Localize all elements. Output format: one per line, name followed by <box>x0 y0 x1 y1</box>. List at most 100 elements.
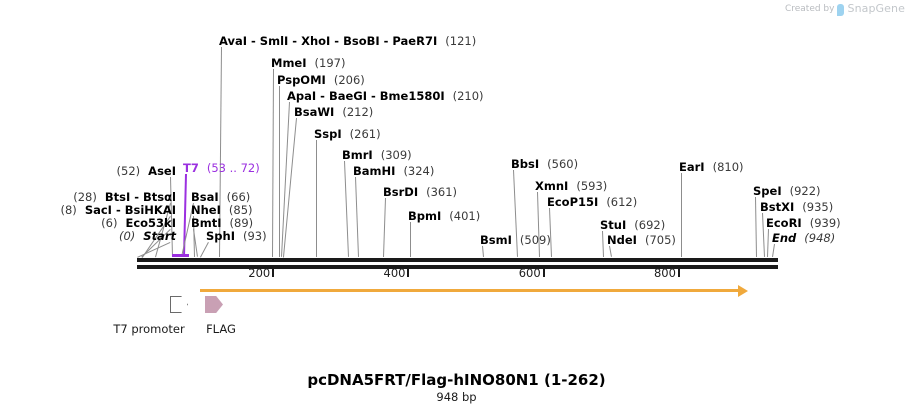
leader-line <box>537 191 540 257</box>
enzyme-name: BstXI <box>760 200 795 214</box>
enzyme-position: (85) <box>228 203 253 217</box>
enzyme-position: (0) <box>118 229 136 243</box>
enzyme-label-apai[interactable]: ApaI - BaeGI - Bme1580I (210) <box>287 90 484 103</box>
enzyme-name: BtsI - Btsαl <box>104 190 176 204</box>
enzyme-position: (212) <box>342 105 374 119</box>
enzyme-name: NdeI <box>607 233 637 247</box>
leader-line <box>767 229 769 258</box>
enzyme-label-bsrdi[interactable]: BsrDI (361) <box>383 186 457 199</box>
enzyme-label-asei[interactable]: (52) AseI <box>117 165 176 178</box>
feature-label-t7-promoter: T7 promoter <box>113 322 185 336</box>
enzyme-name: NheI <box>191 203 221 217</box>
enzyme-name: SacI - BsiHKAI <box>84 203 176 217</box>
ruler-tick-label: 800 <box>653 266 676 280</box>
feature-t7-promoter[interactable] <box>170 296 188 313</box>
enzyme-position: (309) <box>380 148 412 162</box>
enzyme-name: Start <box>143 229 176 243</box>
snapgene-logo-icon <box>837 3 845 16</box>
enzyme-name: BsmI <box>480 233 512 247</box>
enzyme-label-eari[interactable]: EarI (810) <box>679 161 744 174</box>
enzyme-position: (810) <box>712 160 744 174</box>
ruler-tick <box>272 265 275 277</box>
enzyme-position: (948) <box>804 231 836 245</box>
enzyme-name: AvaI - SmlI - XhoI - BsoBI - PaeR7I <box>219 34 438 48</box>
enzyme-label-nhei[interactable]: NheI (85) <box>191 204 253 217</box>
leader-line <box>279 86 280 257</box>
enzyme-position: (206) <box>333 73 365 87</box>
enzyme-label-bmri[interactable]: BmrI (309) <box>342 149 412 162</box>
enzyme-position: (6) <box>101 216 118 230</box>
enzyme-position: (89) <box>229 216 254 230</box>
leader-line <box>410 222 411 257</box>
enzyme-position: (593) <box>576 179 608 193</box>
leader-line <box>200 242 209 258</box>
leader-line <box>772 244 775 258</box>
enzyme-position: (560) <box>547 157 579 171</box>
enzyme-label-ecori[interactable]: EcoRI (939) <box>766 217 841 230</box>
watermark-created-by-label: Created by <box>784 3 835 14</box>
enzyme-name: BbsI <box>511 157 540 171</box>
feature-flag[interactable] <box>205 296 223 313</box>
enzyme-label-saci[interactable]: (8) SacI - BsiHKAI <box>61 204 177 217</box>
sequence-length-label: 948 bp <box>436 390 477 404</box>
enzyme-label-bsmi[interactable]: BsmI (509) <box>480 234 551 247</box>
ruler-tick <box>407 265 410 277</box>
enzyme-label-spei[interactable]: SpeI (922) <box>753 185 821 198</box>
enzyme-position: (509) <box>519 233 551 247</box>
enzyme-label-bmti[interactable]: BmtI (89) <box>191 217 253 230</box>
enzyme-name: MmeI <box>271 56 307 70</box>
t7-promoter-feature-bar <box>172 254 189 257</box>
enzyme-position: (8) <box>60 203 77 217</box>
enzyme-label-ndei[interactable]: NdeI (705) <box>607 234 676 247</box>
enzyme-name: XmnI <box>535 179 569 193</box>
enzyme-label-sphi[interactable]: SphI (93) <box>206 230 267 243</box>
enzyme-label-bamhi[interactable]: BamHI (324) <box>353 165 434 178</box>
enzyme-label-start[interactable]: (0) Start <box>119 230 176 243</box>
enzyme-name: EcoRI <box>766 216 802 230</box>
leader-line <box>482 245 484 257</box>
leader-line <box>344 160 349 257</box>
enzyme-label-bbsi[interactable]: BbsI (560) <box>511 158 578 171</box>
enzyme-label-end[interactable]: End (948) <box>772 232 835 245</box>
enzyme-label-t7[interactable]: T7 (53 .. 72) <box>183 162 260 175</box>
enzyme-name: T7 <box>183 161 199 175</box>
enzyme-position: (361) <box>426 185 458 199</box>
enzyme-label-pspomi[interactable]: PspOMI (206) <box>277 74 365 87</box>
enzyme-name: End <box>772 231 797 245</box>
enzyme-label-avai[interactable]: AvaI - SmlI - XhoI - BsoBI - PaeR7I (121… <box>219 35 476 48</box>
enzyme-position: (705) <box>644 233 676 247</box>
enzyme-label-stui[interactable]: StuI (692) <box>600 219 665 232</box>
enzyme-label-sspi[interactable]: SspI (261) <box>314 128 381 141</box>
enzyme-name: StuI <box>600 218 627 232</box>
leader-line <box>272 69 274 258</box>
enzyme-label-bsawi[interactable]: BsaWI (212) <box>294 106 373 119</box>
enzyme-name: AseI <box>148 164 176 178</box>
enzyme-label-xmni[interactable]: XmnI (593) <box>535 180 607 193</box>
snapgene-watermark: Created by SnapGene <box>784 2 905 16</box>
enzyme-label-eco53ki[interactable]: (6) Eco53kI <box>101 217 176 230</box>
enzyme-position: (922) <box>789 184 821 198</box>
enzyme-label-bsai[interactable]: BsaI (66) <box>191 191 250 204</box>
enzyme-label-ecop15i[interactable]: EcoP15I (612) <box>547 196 637 209</box>
enzyme-name: BsaWI <box>294 105 335 119</box>
page-title: pcDNA5FRT/Flag-hINO80N1 (1-262) <box>307 371 606 389</box>
feature-label-flag: FLAG <box>206 322 236 336</box>
ruler-tick-label: 200 <box>248 266 271 280</box>
enzyme-name: ApaI - BaeGI - Bme1580I <box>287 89 445 103</box>
orf-arrow-head <box>738 284 748 297</box>
leader-line <box>602 230 604 257</box>
enzyme-name: BsaI <box>191 190 219 204</box>
enzyme-label-btsi[interactable]: (28) BtsI - Btsαl <box>73 191 176 204</box>
enzyme-position: (261) <box>349 127 381 141</box>
enzyme-position: (28) <box>73 190 97 204</box>
enzyme-label-bstxi[interactable]: BstXI (935) <box>760 201 833 214</box>
enzyme-label-mmei[interactable]: MmeI (197) <box>271 57 345 70</box>
leader-line <box>383 198 386 258</box>
enzyme-position: (53 .. 72) <box>206 161 260 175</box>
enzyme-name: SphI <box>206 229 235 243</box>
enzyme-name: PspOMI <box>277 73 326 87</box>
enzyme-label-bpmi[interactable]: BpmI (401) <box>408 210 480 223</box>
leader-line <box>316 140 317 257</box>
leader-line <box>762 212 765 257</box>
